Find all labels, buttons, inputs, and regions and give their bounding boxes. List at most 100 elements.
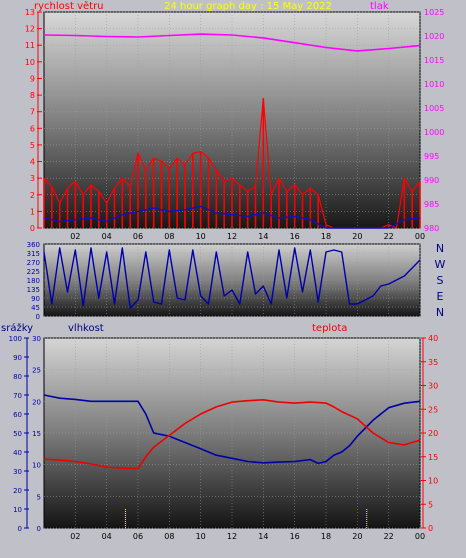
temperature-label: teplota: [312, 323, 347, 334]
rain-label: srážky: [1, 322, 33, 334]
x-tick-label: 20: [352, 532, 362, 541]
rain-tick-label: 70: [13, 392, 22, 400]
pressure-tick-label: 995: [424, 152, 439, 161]
pressure-tick-label: 1025: [424, 8, 444, 17]
wind-tick-label: 3: [30, 174, 35, 183]
compass-n-top: N: [436, 242, 444, 255]
climate-time-axis: 02 04 06 08 10 12 14 16 18 20 22 00: [70, 532, 425, 541]
direction-tick-label: 225: [27, 268, 40, 276]
rain-tick-label: 30: [13, 468, 22, 476]
wind-tick-label: 6: [30, 124, 35, 133]
rain-axis: 0 10 20 30 40 50 60 70 80 90 100: [9, 335, 29, 533]
wind-tick-label: 12: [25, 25, 35, 34]
graph-title: 24 hour graph day : 15 May 2022: [164, 1, 332, 12]
humidity-tick-label: 0: [37, 525, 41, 533]
humidity-tick-label: 5: [37, 493, 41, 501]
rain-tick-label: 10: [13, 506, 22, 514]
x-tick-label: 14: [258, 232, 268, 241]
x-tick-label: 14: [258, 532, 268, 541]
direction-tick-label: 360: [27, 241, 40, 249]
humidity-tick-label: 25: [32, 367, 41, 375]
pressure-tick-label: 1010: [424, 80, 444, 89]
pressure-tick-label: 1005: [424, 104, 444, 113]
x-tick-label: 04: [102, 532, 112, 541]
temperature-line: [43, 398, 421, 470]
wind-speed-label: rychlost větru: [34, 0, 104, 12]
wind-tick-label: 10: [25, 58, 35, 67]
humidity-tick-label: 10: [32, 462, 41, 470]
humidity-tick-label: 30: [32, 335, 41, 343]
temperature-tick-label: 40: [428, 334, 438, 343]
wind-pressure-time-axis: 02 04 06 08 10 12 14 16 18 20 22 00: [70, 232, 425, 241]
x-tick-label: 22: [384, 532, 394, 541]
wind-average-line: [43, 205, 421, 229]
rain-tick-label: 40: [13, 449, 22, 457]
direction-tick-label: 0: [36, 313, 40, 321]
pressure-line: [43, 33, 421, 52]
x-tick-label: 00: [415, 532, 425, 541]
wind-tick-label: 1: [30, 207, 35, 216]
x-tick-label: 12: [227, 232, 237, 241]
compass-w: W: [435, 258, 446, 271]
temperature-tick-label: 15: [428, 453, 438, 462]
x-tick-label: 00: [415, 232, 425, 241]
rain-tick-label: 60: [13, 411, 22, 419]
direction-tick-label: 135: [27, 286, 40, 294]
compass-n-bottom: N: [436, 306, 444, 319]
pressure-tick-label: 1000: [424, 128, 444, 137]
rain-tick-label: 100: [9, 335, 22, 343]
wind-pressure-series: [43, 33, 421, 229]
x-tick-label: 16: [290, 232, 300, 241]
pressure-tick-label: 1015: [424, 56, 444, 65]
compass-e: E: [437, 290, 444, 303]
wind-tick-label: 11: [25, 41, 35, 50]
x-tick-label: 02: [70, 532, 80, 541]
direction-tick-label: 45: [31, 304, 40, 312]
temperature-tick-label: 10: [428, 477, 438, 486]
direction-tick-label: 180: [27, 277, 40, 285]
wind-direction-series: [43, 247, 421, 309]
x-tick-label: 16: [290, 532, 300, 541]
x-tick-label: 18: [321, 532, 331, 541]
wind-tick-label: 7: [30, 108, 35, 117]
wind-tick-label: 9: [30, 74, 35, 83]
x-tick-label: 10: [196, 532, 206, 541]
pressure-tick-label: 985: [424, 200, 439, 209]
compass-labels: N W S E N: [435, 242, 446, 319]
pressure-tick-label: 980: [424, 224, 439, 233]
humidity-line: [43, 394, 421, 465]
rain-tick-label: 90: [13, 354, 22, 362]
x-tick-label: 08: [164, 232, 174, 241]
x-tick-label: 06: [133, 532, 143, 541]
rain-tick-label: 20: [13, 487, 22, 495]
temperature-axis: 0 5 10 15 20 25 30 35 40: [421, 334, 438, 533]
x-tick-label: 12: [227, 532, 237, 541]
pressure-tick-label: 990: [424, 176, 439, 185]
x-tick-label: 20: [352, 232, 362, 241]
direction-tick-label: 315: [27, 250, 40, 258]
rain-tick-label: 50: [13, 430, 22, 438]
wind-tick-label: 0: [30, 224, 35, 233]
x-tick-label: 18: [321, 232, 331, 241]
x-tick-label: 02: [70, 232, 80, 241]
x-tick-label: 04: [102, 232, 112, 241]
pressure-label: tlak: [370, 1, 389, 12]
wind-tick-label: 4: [30, 158, 35, 167]
wind-tick-label: 2: [30, 191, 35, 200]
rain-tick-label: 80: [13, 373, 22, 381]
humidity-tick-label: 15: [32, 430, 41, 438]
temperature-tick-label: 30: [428, 382, 438, 391]
humidity-axis: 0 5 10 15 20 25 30: [32, 335, 41, 533]
compass-s: S: [437, 274, 444, 287]
temperature-tick-label: 0: [428, 524, 433, 533]
temperature-tick-label: 5: [428, 500, 433, 509]
x-tick-label: 10: [196, 232, 206, 241]
wind-tick-label: 8: [30, 91, 35, 100]
rain-tick-label: 0: [18, 525, 22, 533]
climate-series: [43, 394, 421, 528]
pressure-axis: 980 985 990 995 1000 1005 1010 1015 1020 1025: [424, 8, 444, 233]
humidity-tick-label: 20: [32, 398, 41, 406]
